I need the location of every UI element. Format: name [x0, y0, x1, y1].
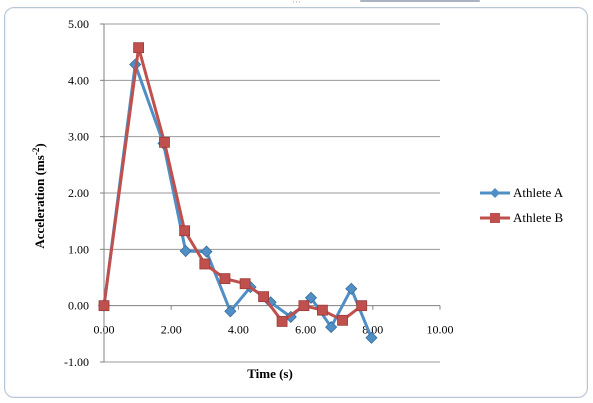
x-tick-label: 6.00 — [295, 323, 316, 337]
legend: Athlete A Athlete B — [480, 185, 564, 225]
y-tick-label: 4.00 — [68, 73, 89, 87]
data-point — [316, 304, 328, 316]
y-tick-label: 0.00 — [68, 299, 89, 313]
x-tick-label: 2.00 — [161, 323, 182, 337]
data-point — [325, 321, 338, 334]
data-point — [276, 316, 288, 327]
y-tick-label: 1.00 — [68, 242, 89, 256]
legend-item: Athlete B — [480, 210, 564, 225]
series-layer — [97, 42, 378, 344]
data-point — [98, 300, 110, 312]
y-tick-label: 5.00 — [68, 17, 89, 31]
y-tick-label: -1.00 — [64, 355, 89, 369]
y-axis-title: Acceleration (ms-2) — [31, 143, 47, 248]
data-point — [200, 245, 213, 258]
legend-label: Athlete B — [513, 210, 564, 225]
data-point — [219, 273, 231, 285]
legend-marker — [490, 213, 500, 223]
data-point — [224, 305, 237, 318]
x-axis-ticks: 0.00 2.00 4.00 6.00 8.00 10.00 — [94, 305, 454, 337]
data-point — [199, 258, 211, 270]
legend-marker — [490, 188, 500, 198]
x-axis-title: Time (s) — [247, 366, 293, 381]
data-point — [179, 225, 191, 237]
x-tick-label: 10.00 — [427, 323, 454, 337]
data-point — [356, 300, 368, 312]
data-point — [159, 136, 170, 148]
y-tick-label: 3.00 — [68, 130, 89, 144]
data-point — [133, 42, 145, 54]
y-axis-title-main: Acceleration (ms — [32, 155, 47, 249]
data-point — [345, 282, 358, 295]
legend-label: Athlete A — [513, 185, 564, 200]
series-athlete-b — [98, 42, 368, 327]
gridlines — [104, 23, 440, 363]
data-point — [298, 300, 310, 312]
series-line — [102, 63, 373, 339]
data-point — [239, 278, 251, 290]
chart-area[interactable] — [4, 7, 588, 398]
data-point — [365, 331, 378, 344]
legend-item: Athlete A — [480, 185, 564, 200]
resize-handle-top[interactable]: · · · — [292, 0, 301, 7]
svg-text:Acceleration (ms-2): Acceleration (ms-2) — [31, 143, 47, 248]
y-axis-title-sup: -2 — [31, 147, 41, 155]
y-axis-title-close: ) — [32, 143, 47, 147]
x-tick-label: 4.00 — [228, 323, 249, 337]
data-point — [258, 291, 270, 303]
y-axis-ticks: 5.00 4.00 3.00 2.00 1.00 0.00 -1.00 — [64, 17, 104, 369]
data-point — [179, 244, 192, 258]
data-point — [337, 314, 348, 326]
series-athlete-a — [97, 58, 378, 344]
window-top-bar — [360, 0, 480, 2]
y-tick-label: 2.00 — [68, 186, 89, 200]
